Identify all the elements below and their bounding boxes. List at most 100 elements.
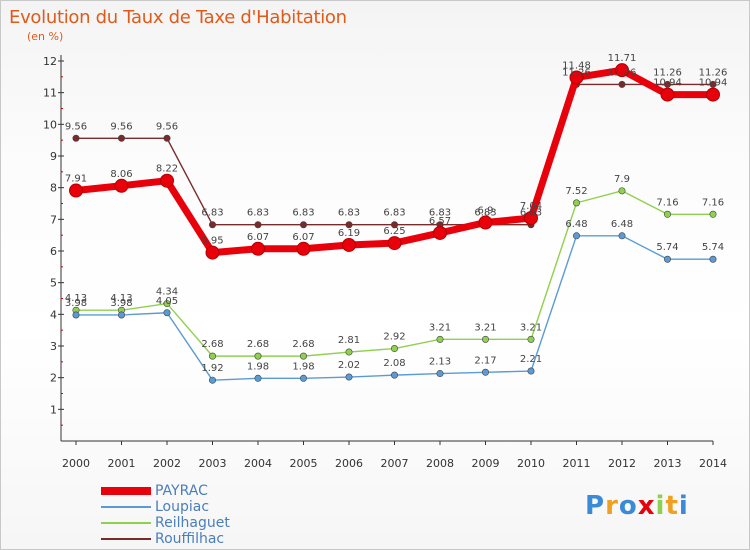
data-point-rouffilhac — [390, 221, 398, 229]
data-label-reilhaguet: 7.9 — [614, 174, 630, 185]
legend-label: Loupiac — [155, 499, 210, 515]
data-point-reilhaguet — [709, 210, 717, 218]
data-label-loupiac: 1.92 — [201, 363, 223, 374]
y-tick-label: 10 — [43, 118, 57, 131]
x-tick-label: 2000 — [62, 457, 90, 470]
data-label-reilhaguet: 2.68 — [247, 339, 269, 350]
data-point-loupiac — [299, 374, 307, 382]
data-label-loupiac: 5.74 — [656, 242, 678, 253]
data-label-payrac: 11.71 — [608, 53, 637, 64]
data-label-loupiac: 2.08 — [383, 358, 405, 369]
data-point-loupiac — [618, 232, 626, 240]
y-tick-label: 2 — [50, 372, 57, 385]
y-tick-label: 12 — [43, 55, 57, 68]
y-tick-label: 5 — [50, 277, 57, 290]
legend-item-rouffilhac: Rouffilhac — [101, 531, 230, 547]
y-tick-label: 1 — [50, 403, 57, 416]
data-point-payrac — [706, 87, 720, 102]
series-line-rouffilhac — [76, 83, 713, 226]
data-label-rouffilhac: 9.56 — [65, 121, 87, 132]
x-tick-label: 2010 — [517, 457, 545, 470]
data-label-rouffilhac: 11.26 — [562, 67, 591, 78]
logo-letter: r — [605, 491, 619, 521]
data-point-rouffilhac — [345, 221, 353, 229]
data-label-payrac: 6.07 — [292, 232, 314, 243]
data-point-reilhaguet — [209, 352, 217, 360]
x-tick-label: 2005 — [290, 457, 318, 470]
data-point-reilhaguet — [663, 210, 671, 218]
data-point-loupiac — [436, 370, 444, 378]
data-point-rouffilhac — [618, 80, 626, 88]
data-label-reilhaguet: 2.68 — [292, 339, 314, 350]
data-label-loupiac: 6.48 — [565, 219, 587, 230]
data-point-reilhaguet — [481, 335, 489, 343]
data-label-rouffilhac: 11.26 — [699, 67, 728, 78]
data-label-reilhaguet: 7.16 — [702, 197, 724, 208]
data-label-reilhaguet: 4.34 — [156, 287, 178, 298]
data-point-loupiac — [390, 371, 398, 379]
proxiti-logo: Proxiti — [585, 491, 689, 521]
data-label-reilhaguet: 2.81 — [338, 335, 360, 346]
chart-title: Evolution du Taux de Taxe d'Habitation — [9, 7, 347, 28]
data-label-rouffilhac: 9.56 — [156, 121, 178, 132]
data-label-rouffilhac: 6.83 — [429, 208, 451, 219]
data-point-reilhaguet — [436, 335, 444, 343]
data-label-payrac: 8.06 — [110, 169, 132, 180]
data-point-payrac — [524, 211, 538, 226]
data-point-payrac — [660, 87, 675, 102]
data-point-loupiac — [118, 311, 126, 319]
x-tick-label: 2011 — [563, 457, 591, 470]
legend-swatch — [101, 522, 151, 524]
data-label-reilhaguet: 3.21 — [520, 322, 542, 333]
logo-letter: x — [637, 491, 656, 521]
data-label-rouffilhac: 9.56 — [110, 121, 132, 132]
y-tick-label: 6 — [50, 245, 57, 258]
legend-label: Reilhaguet — [155, 515, 230, 531]
data-point-loupiac — [72, 311, 80, 319]
logo-letter: i — [678, 491, 689, 521]
data-point-payrac — [342, 237, 356, 252]
data-label-payrac: 11.48 — [562, 60, 591, 71]
data-point-payrac — [114, 178, 129, 193]
data-point-payrac — [387, 236, 402, 251]
legend-label: Rouffilhac — [155, 531, 225, 547]
data-label-payrac: 6.9 — [478, 206, 494, 217]
data-point-loupiac — [345, 373, 353, 381]
data-label-payrac: 6.07 — [247, 232, 269, 243]
data-point-reilhaguet — [299, 352, 307, 360]
data-label-payrac: 6.57 — [429, 216, 451, 227]
logo-letter: t — [665, 491, 679, 521]
legend-swatch — [101, 506, 151, 508]
legend: PAYRAC Loupiac Reilhaguet Rouffilhac — [101, 483, 230, 547]
data-point-reilhaguet — [572, 199, 580, 207]
legend-item-payrac: PAYRAC — [101, 483, 230, 499]
data-point-payrac — [569, 70, 584, 85]
x-tick-label: 2003 — [199, 457, 227, 470]
x-tick-label: 2001 — [108, 457, 136, 470]
data-label-loupiac: 6.48 — [611, 219, 633, 230]
data-label-payrac: 10.94 — [653, 78, 682, 89]
x-tick-label: 2008 — [426, 457, 454, 470]
data-label-loupiac: 3.98 — [65, 298, 87, 309]
x-tick-label: 2006 — [335, 457, 363, 470]
y-tick-label: 11 — [43, 87, 57, 100]
x-tick-label: 2012 — [608, 457, 636, 470]
legend-item-reilhaguet: Reilhaguet — [101, 515, 230, 531]
y-tick-label: 8 — [50, 182, 57, 195]
data-label-payrac: 10.94 — [699, 78, 728, 89]
data-label-reilhaguet: 2.68 — [201, 339, 223, 350]
logo-letter: o — [618, 491, 638, 521]
y-tick-label: 3 — [50, 340, 57, 353]
data-point-loupiac — [663, 255, 671, 263]
y-tick-label: 4 — [50, 308, 57, 321]
data-label-rouffilhac: 6.83 — [520, 208, 542, 219]
data-label-rouffilhac: 6.83 — [383, 208, 405, 219]
x-tick-label: 2013 — [654, 457, 682, 470]
data-label-loupiac: 2.17 — [474, 355, 496, 366]
data-point-loupiac — [481, 368, 489, 376]
data-label-reilhaguet: 4.13 — [110, 293, 132, 304]
data-point-rouffilhac — [163, 134, 171, 142]
data-label-loupiac: 2.13 — [429, 357, 451, 368]
logo-letter: i — [655, 491, 666, 521]
legend-swatch — [101, 538, 151, 540]
